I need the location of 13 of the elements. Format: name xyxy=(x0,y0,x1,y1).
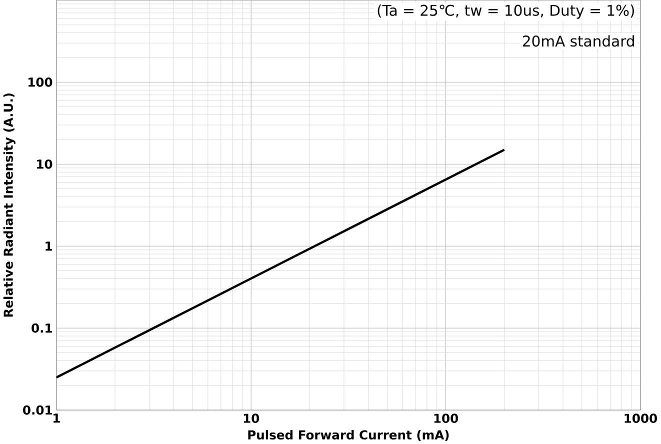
x-axis-title: Pulsed Forward Current (mA) xyxy=(248,430,449,441)
annotation: (Ta = 25℃, tw = 10us, Duty = 1%) xyxy=(378,4,634,19)
annotation: 20mA standard xyxy=(522,35,634,46)
y-tick-label: 1 xyxy=(46,241,52,250)
y-tick-label: 100 xyxy=(28,77,52,87)
x-tick-label: 1000 xyxy=(624,413,658,423)
y-tick-label: 0.01 xyxy=(23,405,52,415)
y-tick-label: 0.1 xyxy=(32,323,52,333)
x-tick-label: 1 xyxy=(54,413,60,422)
y-axis-title: Relative Radiant Intensity (A.U.) xyxy=(3,93,16,316)
x-tick-label: 100 xyxy=(434,413,458,423)
x-tick-label: 10 xyxy=(244,413,260,423)
y-tick-label: 10 xyxy=(37,159,52,169)
